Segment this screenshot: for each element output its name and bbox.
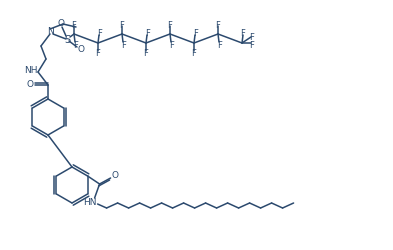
Text: O: O: [57, 18, 64, 28]
Text: F: F: [250, 32, 254, 41]
Text: F: F: [241, 30, 246, 38]
Text: F: F: [194, 30, 198, 38]
Text: F: F: [119, 20, 125, 30]
Text: N: N: [47, 28, 53, 36]
Text: HN: HN: [83, 198, 96, 207]
Text: F: F: [167, 20, 173, 30]
Text: NH: NH: [24, 66, 38, 75]
Text: F: F: [145, 30, 151, 38]
Text: O: O: [26, 80, 33, 89]
Text: O: O: [111, 171, 118, 180]
Text: F: F: [143, 49, 149, 58]
Text: F: F: [72, 20, 76, 30]
Text: F: F: [73, 40, 79, 49]
Text: O: O: [77, 45, 84, 54]
Text: F: F: [250, 40, 254, 49]
Text: F: F: [169, 40, 174, 49]
Text: S: S: [64, 35, 70, 45]
Text: F: F: [218, 40, 222, 49]
Text: F: F: [121, 40, 127, 49]
Text: F: F: [191, 49, 196, 58]
Text: F: F: [95, 49, 101, 58]
Text: F: F: [216, 20, 220, 30]
Text: F: F: [97, 30, 103, 38]
